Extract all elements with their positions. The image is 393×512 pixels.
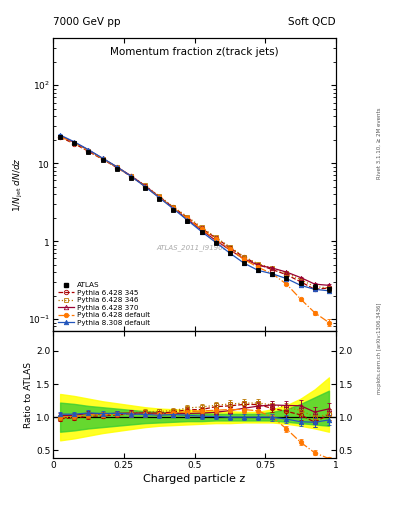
Text: Rivet 3.1.10, ≥ 2M events: Rivet 3.1.10, ≥ 2M events [377,108,382,179]
Text: ATLAS_2011_I919017: ATLAS_2011_I919017 [157,244,232,251]
Text: mcplots.cern.ch [arXiv:1306.3436]: mcplots.cern.ch [arXiv:1306.3436] [377,303,382,394]
Y-axis label: $1/N_\mathrm{jet}\ dN/dz$: $1/N_\mathrm{jet}\ dN/dz$ [12,157,25,212]
Text: 7000 GeV pp: 7000 GeV pp [53,17,121,27]
Y-axis label: Ratio to ATLAS: Ratio to ATLAS [24,361,33,428]
Legend: ATLAS, Pythia 6.428 345, Pythia 6.428 346, Pythia 6.428 370, Pythia 6.428 defaul: ATLAS, Pythia 6.428 345, Pythia 6.428 34… [57,281,151,327]
Text: Soft QCD: Soft QCD [288,17,336,27]
X-axis label: Charged particle z: Charged particle z [143,474,246,484]
Text: Momentum fraction z(track jets): Momentum fraction z(track jets) [110,47,279,57]
